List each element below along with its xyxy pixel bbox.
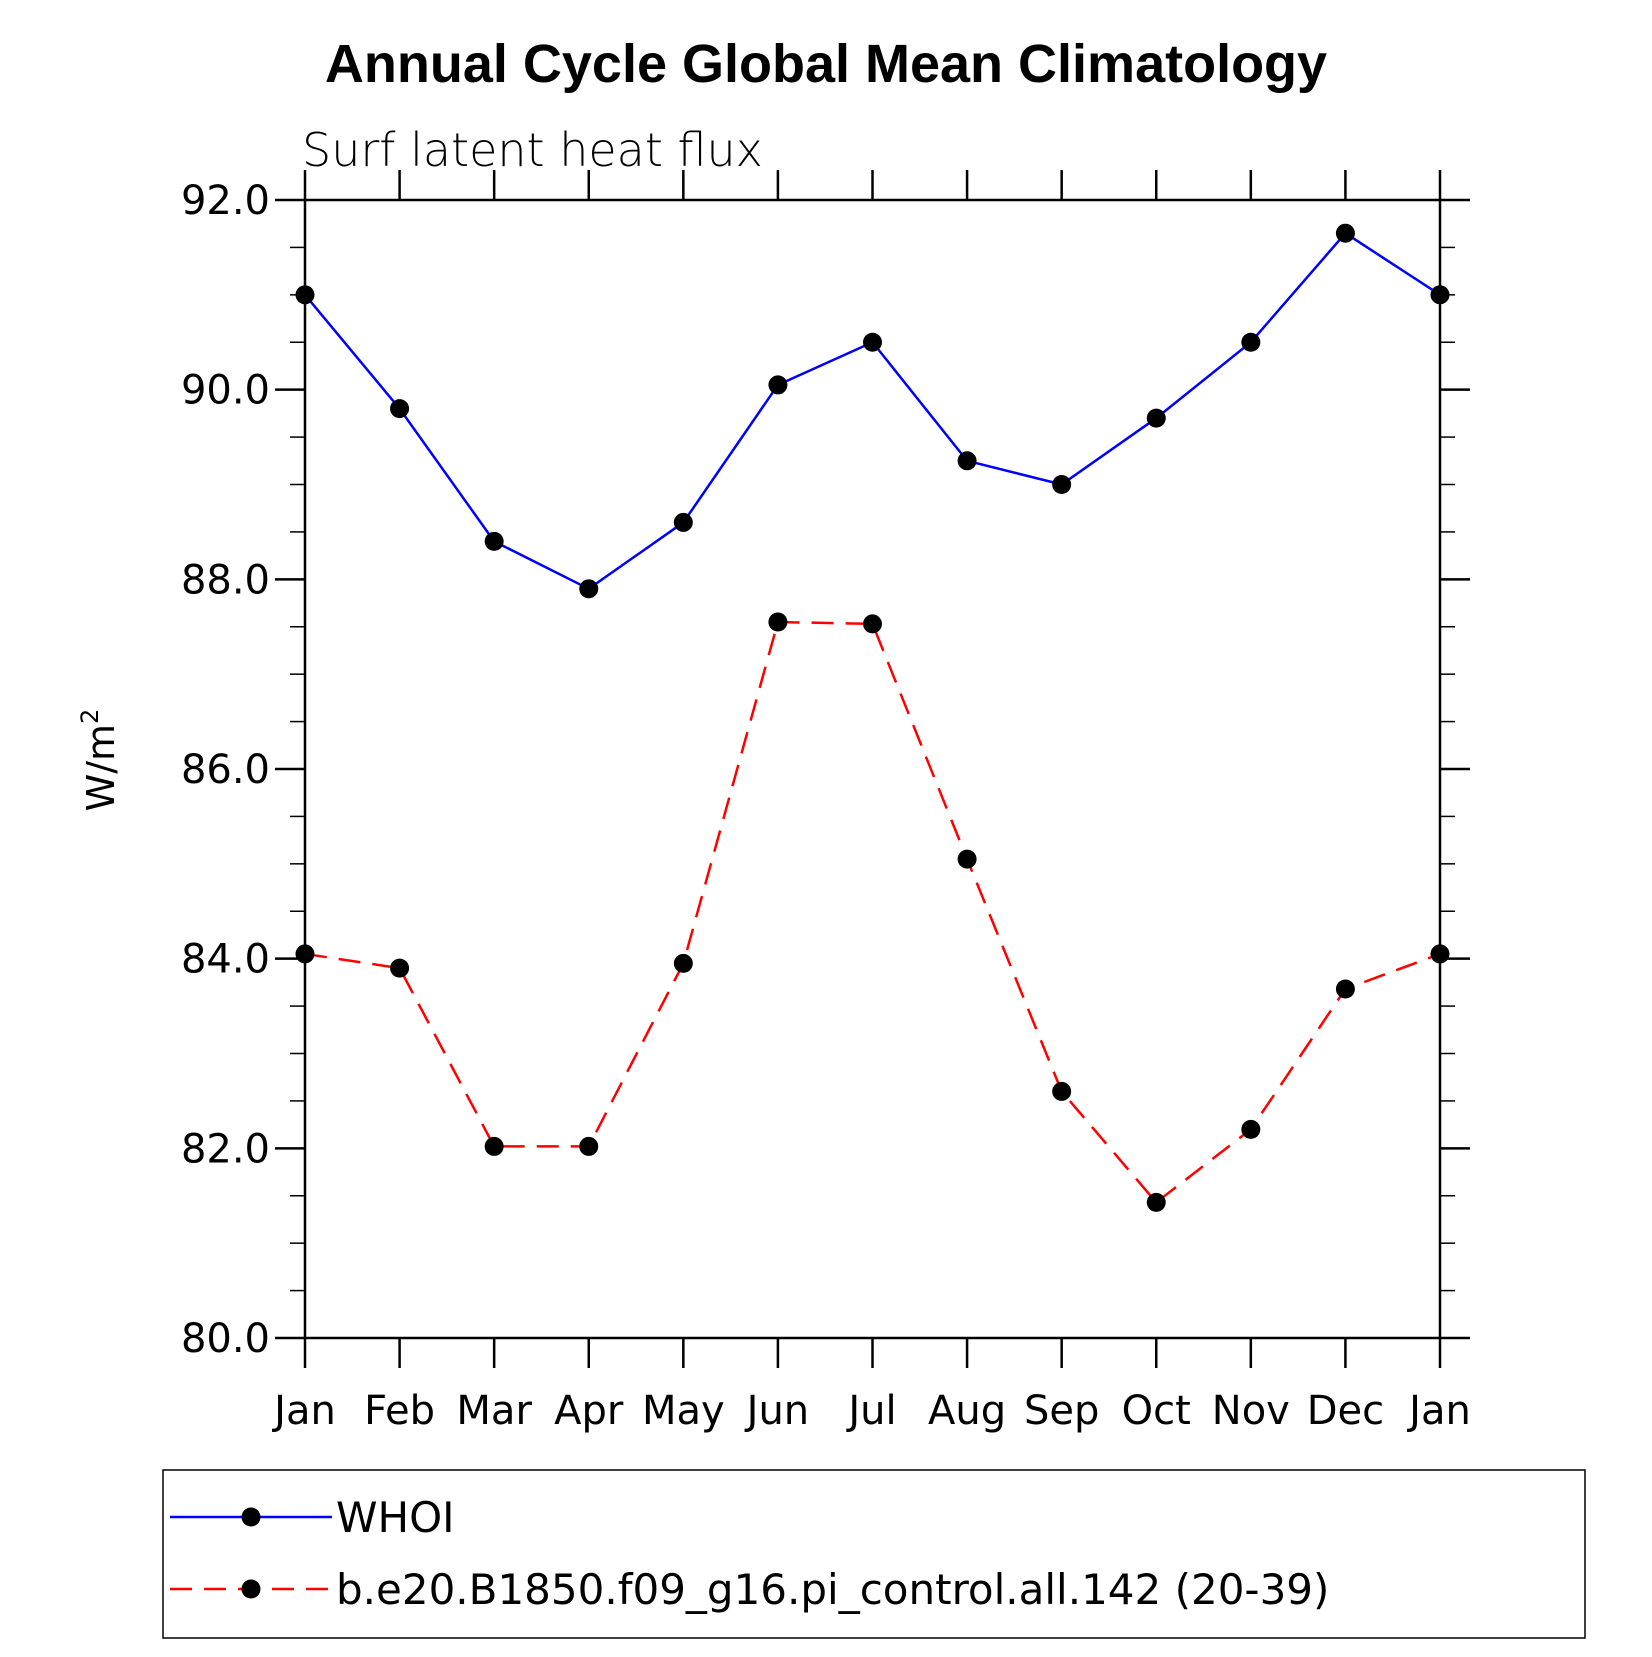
series-line-1 [304,231,1441,591]
x-tick-label: Dec [1307,1388,1384,1434]
x-tick-label: Jun [744,1388,810,1434]
x-tick-label: Nov [1212,1388,1290,1434]
y-axis-label-text: W/m [79,724,123,811]
data-point-series-2 [673,953,693,973]
x-tick-label: Sep [1024,1388,1099,1434]
data-point-series-1 [1430,285,1450,305]
legend-label-2: b.e20.B1850.f09_g16.pi_control.all.142 (… [336,1565,1329,1614]
data-point-series-1 [1335,223,1355,243]
x-tick-label: May [642,1388,725,1434]
data-point-series-1 [1241,332,1261,352]
y-tick-label: 82.0 [181,1126,270,1172]
y-tick-label: 84.0 [181,937,270,983]
x-tick-label: Oct [1122,1388,1191,1434]
legend-label-1: WHOI [336,1493,455,1542]
data-point-series-2 [1052,1081,1072,1101]
y-tick-label: 92.0 [181,178,270,224]
data-point-series-2 [957,849,977,869]
data-point-series-1 [1052,475,1072,494]
data-point-series-2 [1335,979,1355,999]
data-point-series-2 [295,944,315,964]
data-point-series-2 [1146,1192,1166,1212]
data-point-series-2 [390,958,410,978]
y-tick-label: 86.0 [181,747,270,793]
legend-box [162,1469,1586,1639]
data-point-series-1 [390,399,410,419]
data-point-series-1 [484,531,504,551]
data-point-series-2 [768,612,788,632]
x-tick-label: Apr [554,1388,624,1434]
x-tick-label: Feb [364,1388,435,1434]
data-point-series-1 [1146,408,1166,428]
y-axis-label: W/m2 [76,709,123,812]
data-point-series-1 [957,451,977,471]
data-point-series-2 [863,614,882,634]
data-point-series-2 [1241,1119,1261,1139]
x-tick-label: Jan [271,1388,336,1434]
svg-text:W/m2: W/m2 [76,709,123,812]
legend-marker-2 [241,1579,261,1599]
data-point-series-2 [579,1136,599,1156]
plot-frame [303,198,1442,1340]
x-tick-label: Aug [928,1388,1006,1434]
data-point-series-2 [1430,944,1450,964]
y-tick-label: 88.0 [181,557,270,603]
x-tick-label: Jul [845,1388,896,1434]
series-line-2 [304,620,1441,1205]
data-point-series-2 [484,1136,504,1156]
data-point-series-1 [768,375,788,395]
legend-marker-1 [241,1507,261,1527]
data-point-series-1 [863,332,882,352]
y-axis-label-superscript: 2 [76,709,104,724]
data-point-series-1 [579,579,599,599]
x-tick-label: Jan [1406,1388,1471,1434]
y-tick-label: 80.0 [181,1316,270,1362]
data-point-series-1 [673,512,693,532]
y-tick-label: 90.0 [181,368,270,414]
chart-title: Annual Cycle Global Mean Climatology [325,34,1327,94]
data-point-series-1 [295,285,315,305]
x-tick-label: Mar [456,1388,532,1434]
chart-subtitle: Surf latent heat flux [302,123,763,177]
